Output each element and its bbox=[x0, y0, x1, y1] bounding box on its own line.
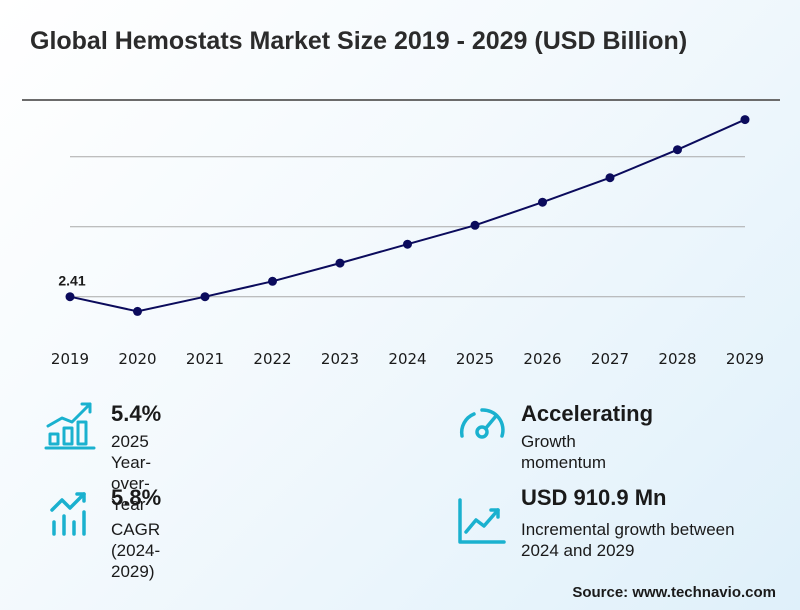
data-point-2026 bbox=[538, 197, 547, 207]
data-point-2021 bbox=[200, 292, 210, 302]
kpi-momentum-label: Growth momentum bbox=[521, 432, 607, 472]
x-tick-label-2022: 2022 bbox=[253, 350, 291, 368]
data-point-2020 bbox=[133, 306, 142, 316]
series-layer bbox=[69, 118, 746, 313]
data-point-2022 bbox=[268, 276, 277, 286]
source-credit: Source: www.technavio.com bbox=[572, 584, 776, 601]
trend-up-bars-icon bbox=[50, 492, 86, 536]
kpi-cagr-label: CAGR (2024-2029) bbox=[111, 520, 161, 581]
bar-chart-growth-icon bbox=[44, 402, 96, 450]
x-tick-label-2024: 2024 bbox=[388, 350, 426, 368]
kpi-incremental-value: USD 910.9 Mn bbox=[521, 485, 667, 510]
trend-line-chart-icon bbox=[458, 498, 506, 544]
x-tick-label-2026: 2026 bbox=[523, 350, 561, 368]
kpi-yoy-value: 5.4% bbox=[111, 401, 162, 426]
data-point-2019 bbox=[65, 292, 75, 302]
labels-layer: 2019 2020 2021 2022 2023 2024 2025 2026 2027 2028… bbox=[51, 273, 764, 368]
speedometer-gauge-icon bbox=[459, 408, 505, 439]
data-point-2025 bbox=[470, 220, 480, 230]
x-tick-label-2020: 2020 bbox=[118, 350, 156, 368]
data-point-2029 bbox=[740, 115, 750, 125]
data-point-2024 bbox=[403, 239, 412, 249]
data-point-2023 bbox=[335, 258, 345, 268]
data-point-2027 bbox=[605, 173, 615, 183]
x-tick-label-2021: 2021 bbox=[186, 350, 224, 368]
line-chart: 2019 2020 2021 2022 2023 2024 2025 2026 2027 2028… bbox=[51, 115, 764, 368]
x-tick-label-2028: 2028 bbox=[658, 350, 696, 368]
x-tick-label-2019: 2019 bbox=[51, 350, 89, 368]
chart-title: Global Hemostats Market Size 2019 - 2029… bbox=[30, 27, 688, 55]
data-label-2019: 2.41 bbox=[58, 273, 85, 289]
x-tick-label-2023: 2023 bbox=[321, 350, 359, 368]
data-point-2028 bbox=[673, 145, 682, 155]
kpi-incremental-label: Incremental growth between 2024 and 2029 bbox=[521, 520, 735, 560]
title-divider bbox=[22, 99, 780, 101]
x-tick-label-2027: 2027 bbox=[591, 350, 629, 368]
kpi-yoy-label: 2025 Year-over-Year bbox=[111, 432, 152, 514]
kpi-cagr-value: 5.8% bbox=[111, 485, 162, 510]
x-tick-label-2025: 2025 bbox=[456, 350, 494, 368]
grid-layer bbox=[70, 156, 745, 298]
x-tick-label-2029: 2029 bbox=[726, 350, 764, 368]
kpi-momentum-value: Accelerating bbox=[521, 401, 654, 426]
series-line bbox=[69, 118, 746, 313]
points-layer bbox=[65, 115, 750, 316]
